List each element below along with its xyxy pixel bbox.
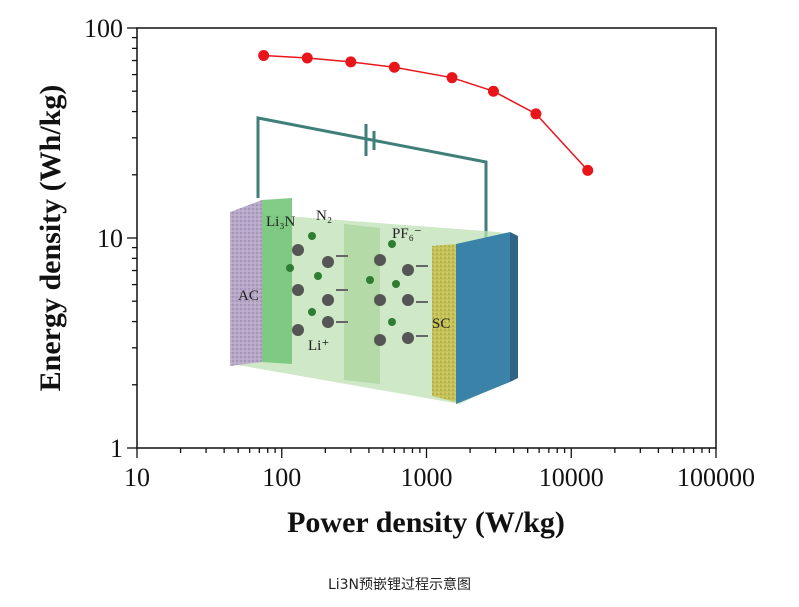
axis-ticks bbox=[127, 27, 717, 458]
inset-label-pf6: PF₆⁻ bbox=[392, 226, 422, 242]
x-tick-label: 100000 bbox=[677, 463, 755, 492]
data-point bbox=[530, 108, 542, 120]
data-point bbox=[301, 52, 313, 64]
figure-caption: Li3N预嵌锂过程示意图 bbox=[327, 577, 472, 593]
current-collector bbox=[456, 232, 510, 404]
x-tick-label: 10 bbox=[124, 463, 150, 492]
series-layer bbox=[258, 49, 594, 176]
inset-label-ac: AC bbox=[238, 288, 259, 304]
circuit-wire bbox=[256, 116, 488, 246]
y-axis-title: Energy density (Wh/kg) bbox=[34, 85, 67, 392]
y-tick-label: 10 bbox=[97, 224, 123, 253]
li3n-layer bbox=[262, 198, 292, 364]
data-point bbox=[388, 61, 400, 73]
data-point bbox=[487, 85, 499, 97]
data-point bbox=[258, 49, 270, 61]
pf6-ion-clusters bbox=[286, 232, 400, 326]
inset-label-li3n: Li₃N bbox=[266, 214, 296, 230]
chart: Li₃N N₂ PF₆⁻ AC SC Li⁺ 10 100 1000 10000 100… bbox=[34, 14, 755, 539]
x-tick-label: 10000 bbox=[539, 463, 604, 492]
x-tick-label: 1000 bbox=[401, 463, 453, 492]
x-tick-label: 100 bbox=[262, 463, 301, 492]
y-tick-label: 100 bbox=[84, 14, 123, 43]
inset-label-n2: N₂ bbox=[316, 208, 332, 224]
battery-inset: Li₃N N₂ PF₆⁻ AC SC Li⁺ bbox=[230, 116, 518, 404]
x-axis-title: Power density (W/kg) bbox=[287, 506, 565, 539]
inset-label-li: Li⁺ bbox=[308, 338, 329, 354]
y-tick-label: 1 bbox=[110, 434, 123, 463]
data-point bbox=[446, 72, 458, 84]
data-point bbox=[345, 56, 357, 68]
ion-arrows bbox=[336, 255, 428, 337]
series-line bbox=[263, 54, 589, 171]
separator bbox=[344, 224, 380, 384]
li-ion-spheres bbox=[292, 244, 414, 346]
inset-label-sc: SC bbox=[432, 316, 450, 332]
sc-electrode bbox=[432, 244, 456, 402]
ac-electrode bbox=[230, 200, 262, 366]
data-point bbox=[582, 164, 594, 176]
